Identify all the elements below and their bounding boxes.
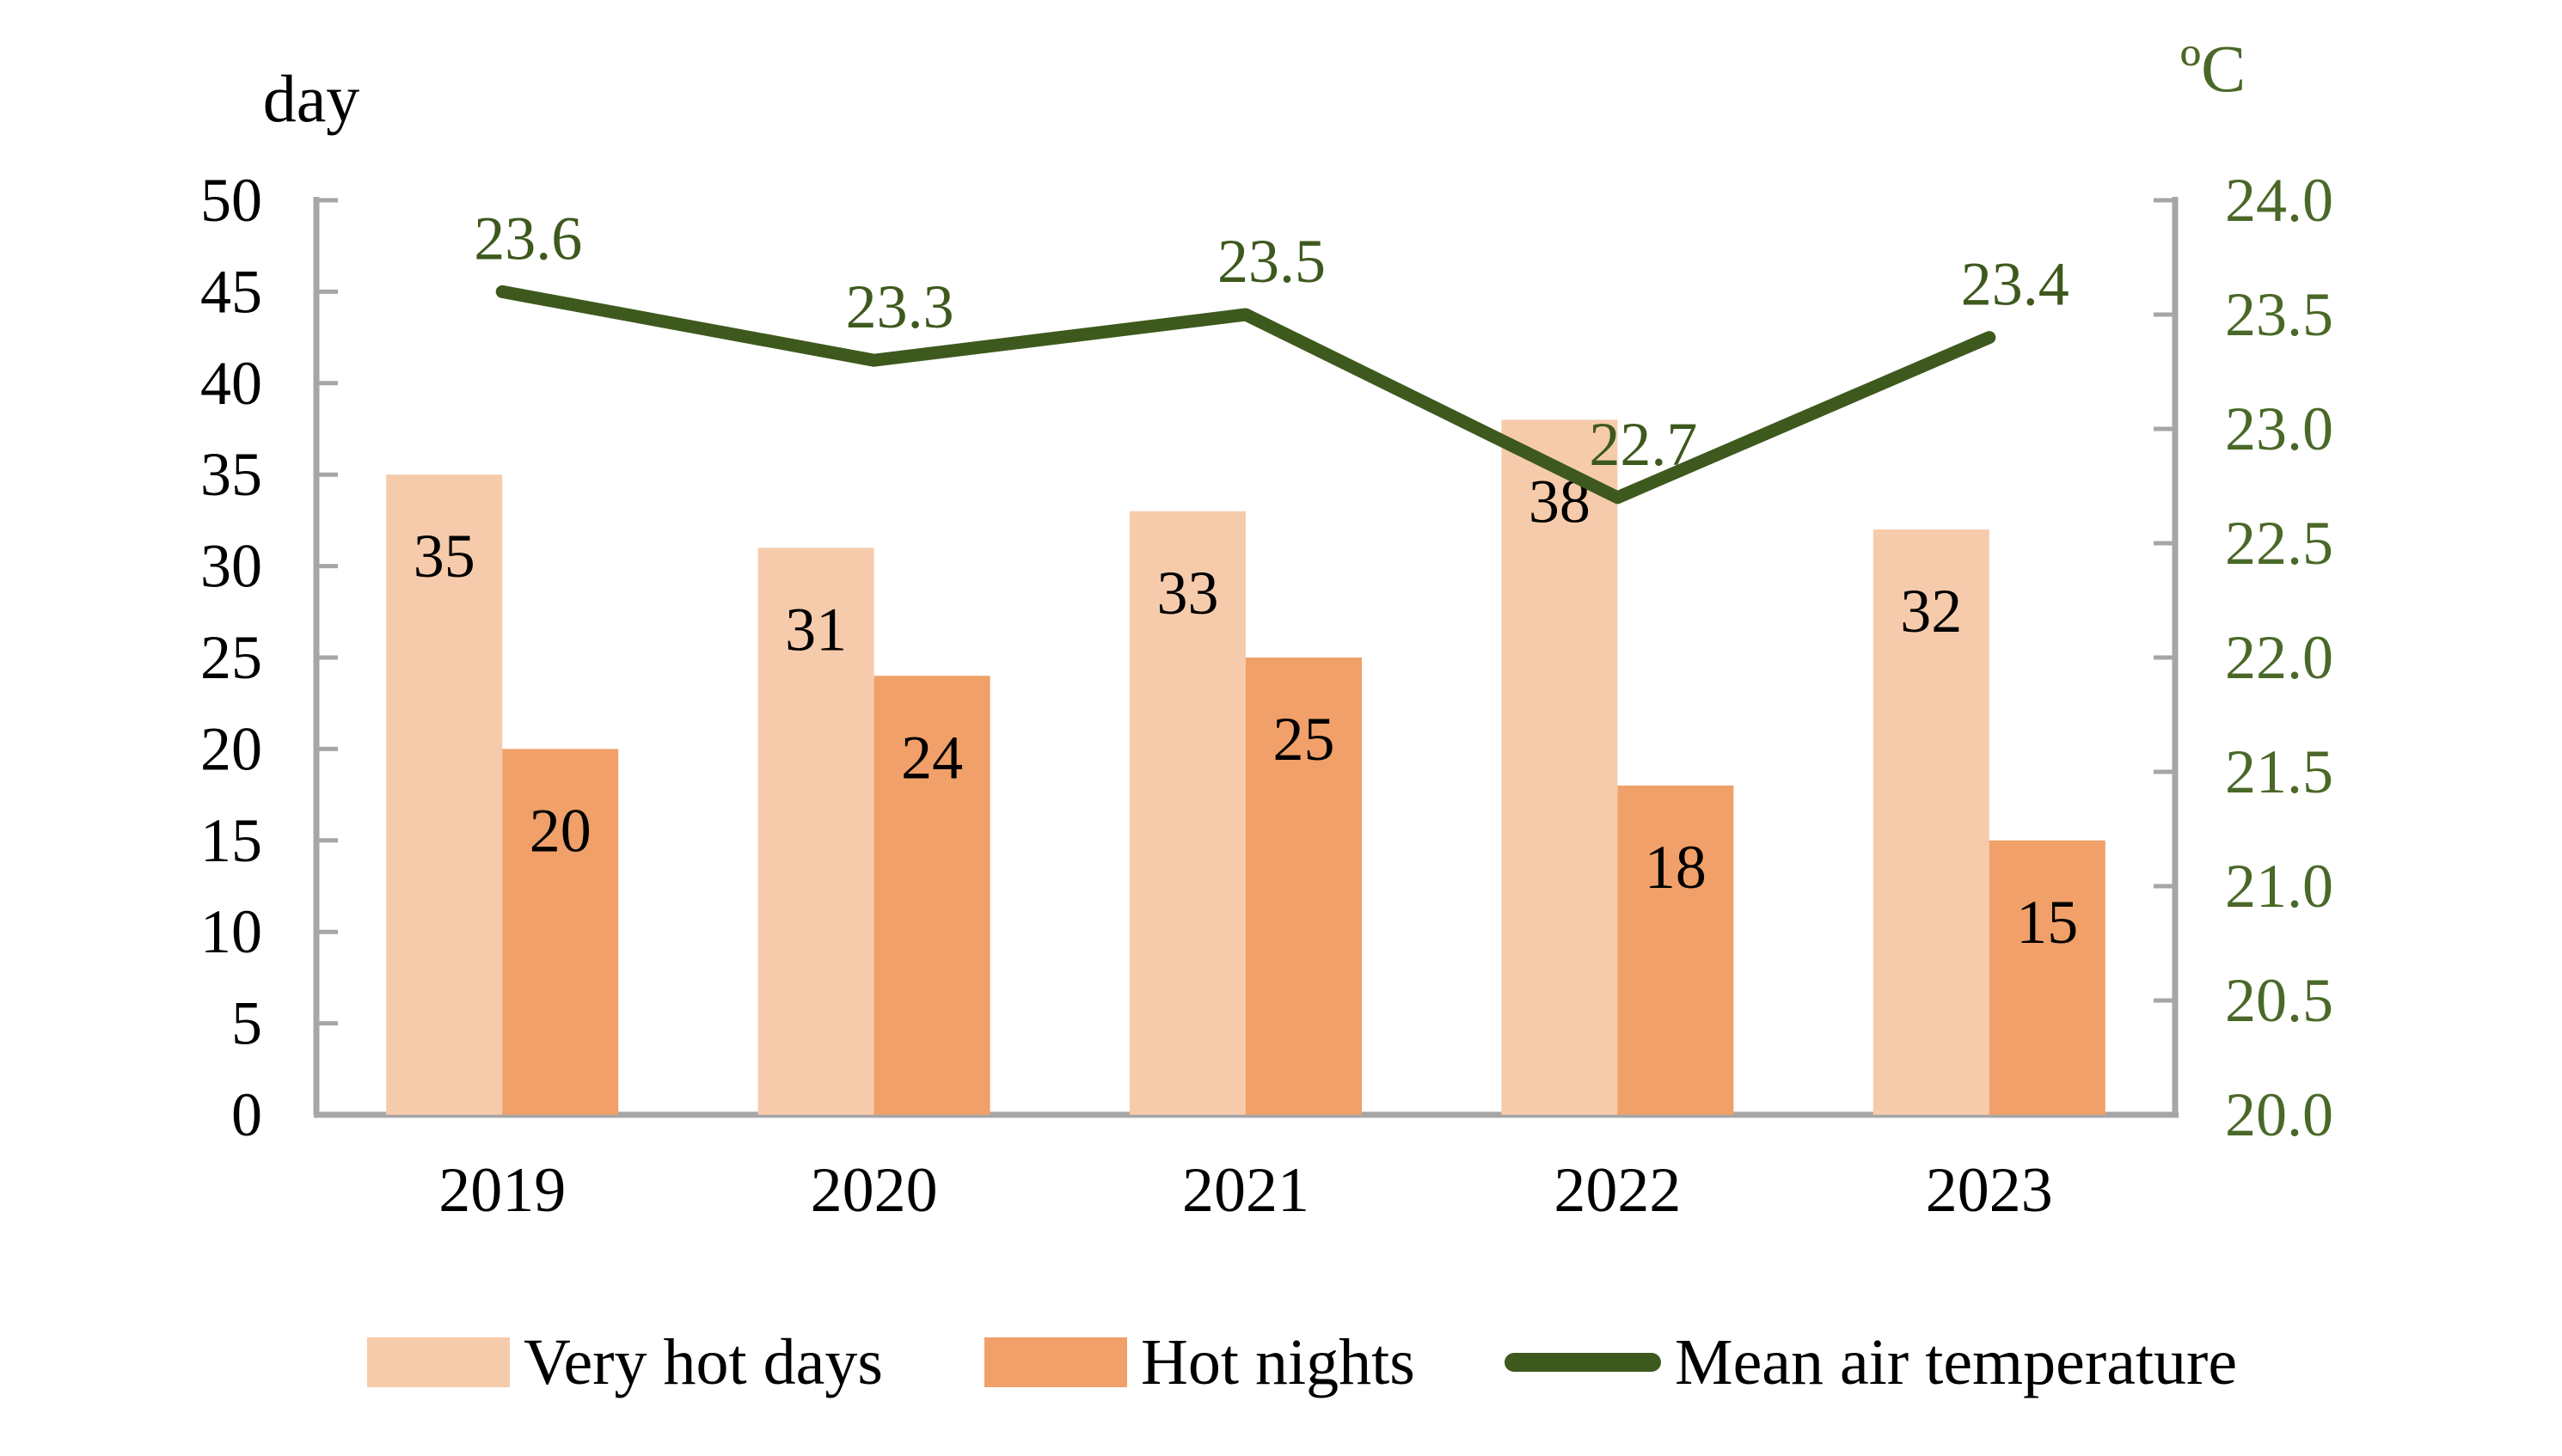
left-axis-tick-label: 30 xyxy=(200,532,262,601)
bar-very-hot-days xyxy=(386,474,503,1115)
left-axis-tick-label: 35 xyxy=(200,440,262,509)
right-axis-title: ºC xyxy=(2179,31,2246,106)
legend-line-sample-icon xyxy=(1505,1353,1661,1372)
left-axis-tick-label: 0 xyxy=(231,1080,262,1149)
left-axis-tick-label: 10 xyxy=(200,897,262,966)
line-data-label: 23.4 xyxy=(1961,250,2069,319)
bar-hot-nights xyxy=(1989,840,2105,1115)
legend: Very hot days Hot nights Mean air temper… xyxy=(0,1330,2562,1395)
line-data-label: 23.3 xyxy=(846,272,954,341)
x-axis-category-label: 2019 xyxy=(438,1155,566,1226)
left-axis-tick-label: 20 xyxy=(200,714,262,783)
bar-very-hot-days xyxy=(1130,511,1246,1115)
bar-hot-nights xyxy=(502,749,619,1115)
right-axis-tick-label: 22.0 xyxy=(2225,623,2333,692)
bar-data-label: 33 xyxy=(1157,559,1219,627)
bar-hot-nights xyxy=(1617,785,1734,1115)
right-axis-tick-label: 21.0 xyxy=(2225,852,2333,921)
left-axis-tick-label: 25 xyxy=(200,623,262,692)
temperature-line xyxy=(495,284,1996,505)
x-axis-category-label: 2021 xyxy=(1182,1155,1309,1226)
left-axis-tick-label: 45 xyxy=(200,257,262,326)
bar-data-label: 32 xyxy=(1900,577,1962,645)
bar-hot-nights xyxy=(873,676,990,1115)
bar-data-label: 18 xyxy=(1645,833,1707,902)
bar-hot-nights xyxy=(1246,658,1362,1115)
legend-label-hot-nights: Hot nights xyxy=(1141,1326,1415,1398)
bar-very-hot-days xyxy=(1501,419,1618,1115)
left-axis-tick-label: 5 xyxy=(231,989,262,1058)
line-data-label: 23.6 xyxy=(474,204,582,272)
bar-data-label: 31 xyxy=(785,595,847,664)
bar-very-hot-days xyxy=(1872,529,1989,1115)
x-axis-category-label: 2023 xyxy=(1926,1155,2053,1226)
right-axis-tick-label: 21.5 xyxy=(2225,737,2333,806)
legend-item-hot-nights: Hot nights xyxy=(984,1330,1415,1395)
bar-very-hot-days xyxy=(757,548,874,1115)
line-data-label: 23.5 xyxy=(1217,227,1326,296)
legend-label-mean-air-temperature: Mean air temperature xyxy=(1675,1326,2238,1398)
legend-label-very-hot-days: Very hot days xyxy=(524,1326,883,1398)
right-axis-tick-label: 23.0 xyxy=(2225,395,2333,463)
legend-item-mean-air-temperature: Mean air temperature xyxy=(1505,1330,2237,1395)
legend-swatch-hot-nights xyxy=(984,1337,1127,1387)
bar-data-label: 20 xyxy=(530,796,591,865)
left-axis-tick-label: 40 xyxy=(200,349,262,418)
left-axis-tick-label: 50 xyxy=(200,166,262,235)
x-axis-category-label: 2020 xyxy=(811,1155,938,1226)
right-axis-tick-label: 20.0 xyxy=(2225,1080,2333,1149)
left-axis-title: day xyxy=(262,61,360,136)
bar-data-label: 25 xyxy=(1273,705,1335,774)
right-axis-tick-label: 22.5 xyxy=(2225,509,2333,578)
bar-data-label: 15 xyxy=(2016,888,2078,957)
bar-data-label: 24 xyxy=(901,723,963,792)
right-axis-tick-label: 23.5 xyxy=(2225,280,2333,349)
x-axis-category-label: 2022 xyxy=(1554,1155,1681,1226)
right-axis-tick-label: 24.0 xyxy=(2225,166,2333,235)
legend-item-very-hot-days: Very hot days xyxy=(367,1330,883,1395)
left-axis-tick-label: 15 xyxy=(200,806,262,875)
right-axis-tick-label: 20.5 xyxy=(2225,966,2333,1035)
line-data-label: 22.7 xyxy=(1589,410,1697,479)
bar-data-label: 35 xyxy=(414,522,475,590)
legend-swatch-very-hot-days xyxy=(367,1337,510,1387)
